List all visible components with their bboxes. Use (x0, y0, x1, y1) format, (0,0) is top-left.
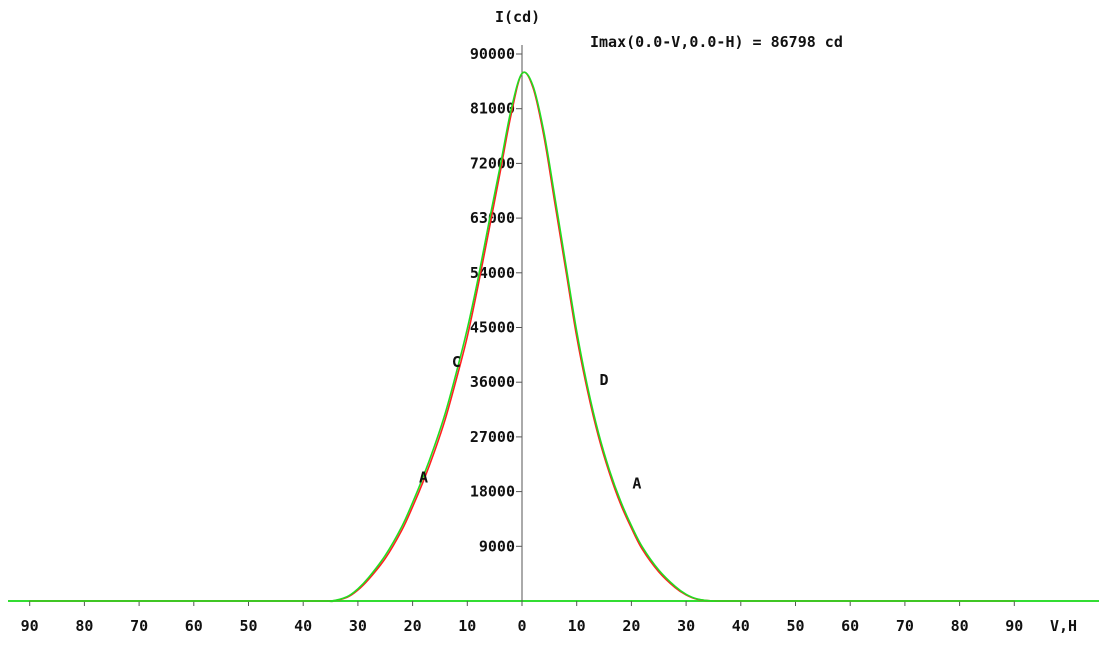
x-tick-label: 20 (404, 617, 422, 635)
x-tick-label: 30 (349, 617, 367, 635)
labels-layer: C A D A (419, 353, 641, 493)
x-tick-label: 80 (75, 617, 93, 635)
y-tick-label: 9000 (479, 537, 515, 555)
y-tick-label: 81000 (470, 100, 515, 118)
series-layer (29, 71, 1015, 603)
x-tick-label: 40 (732, 617, 750, 635)
x-tick-label: 50 (239, 617, 257, 635)
x-axis-title: V,H (1050, 617, 1077, 635)
x-tick-label: 80 (951, 617, 969, 635)
curve-label: A (419, 468, 428, 486)
x-tick-label: 0 (517, 617, 526, 635)
y-tick-label: 27000 (470, 428, 515, 446)
x-tick-label: 10 (568, 617, 586, 635)
x-tick-label: 70 (130, 617, 148, 635)
curve-label: C (452, 353, 461, 371)
series-line-2 (29, 71, 1015, 603)
x-tick-label: 50 (786, 617, 804, 635)
x-tick-label: 90 (21, 617, 39, 635)
curve-label: D (600, 371, 609, 389)
y-tick-label: 45000 (470, 319, 515, 337)
x-tick-label: 90 (1005, 617, 1023, 635)
x-tick-label: 60 (841, 617, 859, 635)
axes-layer: 9000 18000 27000 36000 45000 54000 63000 72000 8… (8, 45, 1099, 635)
x-tick-label: 20 (622, 617, 640, 635)
y-tick-label: 72000 (470, 154, 515, 172)
y-axis-title: I(cd) (495, 8, 540, 26)
x-tick-label: 70 (896, 617, 914, 635)
y-tick-label: 54000 (470, 264, 515, 282)
chart-title: Imax(0.0-V,0.0-H) = 86798 cd (590, 33, 843, 51)
y-tick-label: 90000 (470, 45, 515, 63)
x-tick-label: 60 (185, 617, 203, 635)
y-tick-label: 36000 (470, 373, 515, 391)
y-tick-label: 63000 (470, 209, 515, 227)
x-tick-label: 40 (294, 617, 312, 635)
x-tick-label: 10 (458, 617, 476, 635)
curve-label: A (632, 475, 641, 493)
y-tick-label: 18000 (470, 483, 515, 501)
x-tick-label: 30 (677, 617, 695, 635)
